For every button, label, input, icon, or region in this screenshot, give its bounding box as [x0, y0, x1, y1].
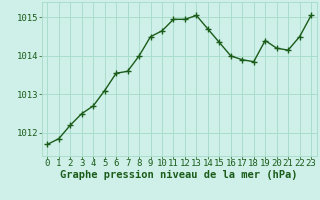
X-axis label: Graphe pression niveau de la mer (hPa): Graphe pression niveau de la mer (hPa) [60, 170, 298, 180]
